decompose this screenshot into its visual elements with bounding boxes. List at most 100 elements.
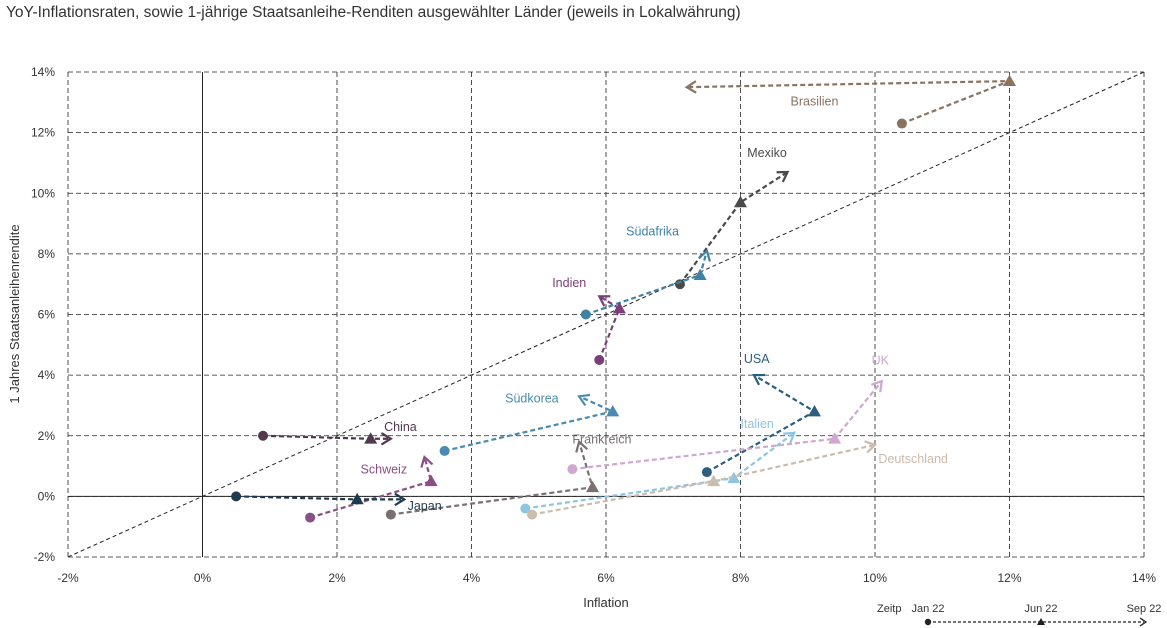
- legend-marker-jan: [924, 618, 932, 626]
- point-jun: [612, 301, 626, 314]
- point-sep-arrow: [420, 454, 434, 468]
- legend-marker-label: Jan 22: [911, 603, 944, 615]
- y-axis-title: 1 Jahres Staatsanleihenrendite: [7, 224, 22, 403]
- point-jan: [567, 464, 578, 475]
- legend-marker-label: Sep 22: [1127, 603, 1162, 615]
- series-indien: [594, 295, 626, 365]
- point-jun: [727, 471, 741, 484]
- point-jan: [231, 491, 242, 502]
- series-label: Japan: [408, 499, 442, 513]
- series-uk: [567, 379, 884, 475]
- x-tick-label: -2%: [57, 571, 79, 585]
- x-tick-label: 2%: [328, 571, 346, 585]
- series-label: USA: [744, 352, 770, 366]
- y-tick-label: 0%: [38, 489, 56, 503]
- series-label: Brasilien: [791, 94, 839, 108]
- series-label: Indien: [552, 276, 586, 290]
- x-tick-label: 10%: [863, 571, 887, 585]
- x-tick-label: 4%: [463, 571, 481, 585]
- point-jan: [594, 354, 605, 365]
- y-tick-label: -2%: [34, 550, 56, 564]
- axes: -2% 0% 2% 4% 6% 8% 10% 12% 14% -2% 0% 2% 4% 6% 8% 10% 12…: [31, 65, 1156, 585]
- point-jan: [439, 445, 450, 456]
- point-jun: [828, 432, 842, 444]
- series-label: Deutschland: [878, 452, 948, 466]
- series-path: [525, 431, 795, 510]
- series-path: [585, 250, 708, 316]
- point-sep-arrow: [380, 432, 393, 446]
- y-tick-label: 8%: [38, 247, 56, 261]
- point-sep-arrow: [870, 379, 884, 393]
- point-jun: [586, 480, 600, 493]
- series-südkorea: [439, 393, 620, 456]
- series-mexiko: [674, 170, 790, 290]
- point-jun: [424, 474, 438, 487]
- series-label: Frankreich: [572, 432, 631, 446]
- series-path: [679, 171, 789, 285]
- point-jun: [707, 474, 721, 487]
- x-axis-title: Inflation: [583, 595, 629, 610]
- point-sep-arrow: [575, 439, 589, 453]
- y-tick-label: 4%: [38, 368, 56, 382]
- point-sep-arrow: [783, 431, 796, 444]
- point-jun: [807, 405, 821, 417]
- point-jan: [580, 309, 591, 320]
- y-tick-label: 12%: [31, 126, 55, 140]
- point-jun: [1003, 74, 1016, 86]
- time-legend: Zeitp Jan 22 Jun 22 Sep 22: [877, 603, 1162, 627]
- series-path: [686, 79, 1010, 125]
- series-label: Italien: [741, 417, 774, 431]
- point-jun: [693, 268, 707, 280]
- point-sep-arrow: [597, 295, 611, 307]
- chart-title: YoY-Inflationsraten, sowie 1-jährige Sta…: [6, 4, 741, 21]
- legend-marker-label: Jun 22: [1024, 603, 1057, 615]
- point-sep-arrow: [577, 393, 591, 407]
- series-label: Schweiz: [361, 463, 408, 477]
- series-path: [572, 380, 883, 471]
- point-jan: [520, 503, 531, 514]
- series-schweiz: [305, 454, 438, 523]
- series-südafrika: [580, 248, 711, 320]
- series-labels: Brasilien Mexiko Südafrika Indien USA UK Südko…: [361, 94, 948, 513]
- y-tick-label: 14%: [31, 65, 55, 79]
- point-jan: [674, 279, 685, 290]
- x-tick-label: 8%: [732, 571, 750, 585]
- point-jun: [350, 492, 364, 505]
- series-path: [706, 374, 817, 474]
- point-sep-arrow: [684, 80, 697, 94]
- point-jan: [385, 509, 396, 520]
- x-tick-label: 14%: [1132, 571, 1156, 585]
- series-label: Südkorea: [505, 391, 559, 405]
- point-sep-arrow: [752, 373, 765, 386]
- series-path: [262, 434, 391, 440]
- point-jun: [364, 432, 378, 444]
- point-jan: [701, 467, 712, 478]
- point-jan: [305, 512, 316, 523]
- series-layer: [68, 72, 1144, 557]
- series-label: China: [384, 420, 417, 434]
- legend-label: Zeitp: [877, 603, 901, 615]
- point-sep-arrow: [776, 170, 790, 183]
- series-italien: [520, 431, 796, 514]
- point-sep-arrow: [698, 248, 711, 262]
- series-label: UK: [872, 354, 890, 368]
- reference-line-group: [68, 72, 1144, 557]
- series-path: [444, 395, 617, 452]
- legend-marker-sep: [1139, 617, 1148, 627]
- point-jan: [527, 509, 538, 520]
- point-jun: [734, 195, 747, 208]
- series-path: [309, 456, 433, 519]
- series-path: [598, 295, 621, 361]
- point-jun: [606, 405, 620, 417]
- series-path: [390, 441, 594, 516]
- series-label: Südafrika: [626, 225, 679, 239]
- x-tick-label: 6%: [597, 571, 615, 585]
- series-japan: [231, 491, 407, 507]
- series-china: [258, 430, 393, 446]
- series-frankreich: [385, 439, 600, 520]
- series-usa: [701, 373, 821, 478]
- point-jan: [258, 430, 269, 441]
- series-label: Mexiko: [747, 146, 787, 160]
- y-tick-label: 6%: [38, 308, 56, 322]
